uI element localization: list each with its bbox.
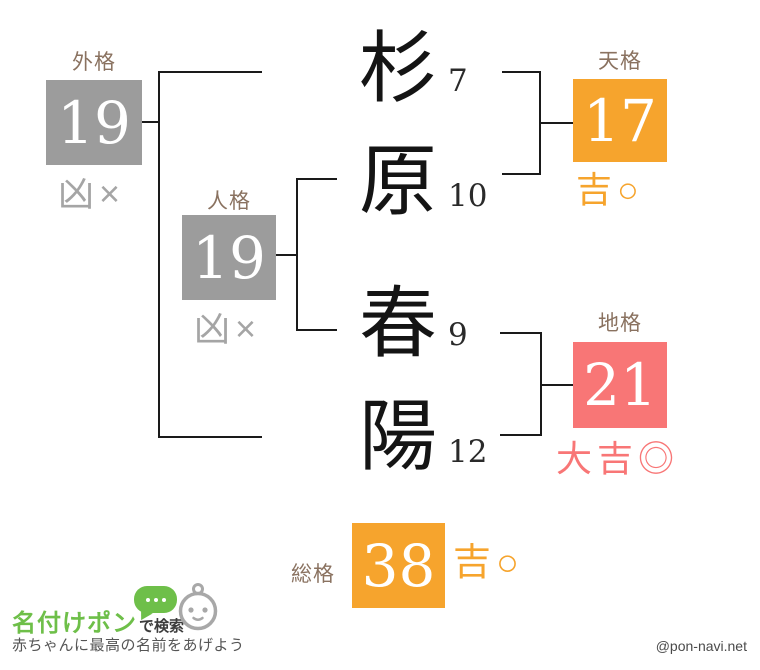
gaikaku-bracket-vertical-line <box>158 71 160 438</box>
chikaku-fortune: 大吉◎ <box>556 438 680 479</box>
jinkaku-box-connector-line <box>276 254 298 256</box>
tenkaku-score-box: 17 <box>573 79 667 162</box>
chikaku-score-box: 21 <box>573 342 667 428</box>
stroke-count-2: 10 <box>448 178 488 214</box>
gaikaku-bracket-bottom-line <box>158 436 262 438</box>
speech-bubble-icon <box>134 586 177 613</box>
chikaku-box-connector-line <box>540 384 573 386</box>
jinkaku-bracket-vertical-line <box>296 178 298 331</box>
gaikaku-box-connector-line <box>142 121 160 123</box>
bubble-dot <box>145 597 150 602</box>
chikaku-value: 21 <box>583 351 657 419</box>
soukaku-score-box: 38 <box>352 523 445 608</box>
name-char-4: 陽 <box>358 392 437 482</box>
chikaku-bracket-bottom-line <box>500 434 542 436</box>
gaikaku-bracket-top-line <box>158 71 262 73</box>
soukaku-value: 38 <box>361 531 436 600</box>
stroke-count-3: 9 <box>448 317 468 353</box>
gaikaku-label: 外格 <box>72 51 116 74</box>
baby-face-icon <box>176 581 220 638</box>
name-char-3: 春 <box>358 279 437 369</box>
tenkaku-label: 天格 <box>598 50 642 73</box>
stroke-count-4: 12 <box>448 434 488 470</box>
stroke-count-1: 7 <box>448 63 468 99</box>
bubble-dot <box>153 597 158 602</box>
jinkaku-value: 19 <box>192 223 266 292</box>
tenkaku-bracket-top-line <box>502 71 541 73</box>
gaikaku-value: 19 <box>57 88 131 157</box>
chikaku-bracket-top-line <box>500 332 542 334</box>
tenkaku-fortune: 吉○ <box>576 169 644 210</box>
soukaku-fortune: 吉○ <box>453 542 524 584</box>
name-char-1: 杉 <box>358 24 437 114</box>
name-char-2: 原 <box>358 137 437 227</box>
jinkaku-fortune: 凶× <box>194 308 262 349</box>
tenkaku-bracket-bottom-line <box>502 173 541 175</box>
site-credit: @pon-navi.net <box>655 638 747 654</box>
tenkaku-value: 17 <box>583 86 657 155</box>
bubble-dot <box>161 597 166 602</box>
brand-text: 名付けポン <box>12 610 137 637</box>
brand-search-suffix: で検索 <box>139 618 185 635</box>
jinkaku-bracket-bottom-line <box>296 329 337 331</box>
tagline: 赤ちゃんに最高の名前をあげよう <box>12 637 245 654</box>
soukaku-label: 総格 <box>291 563 335 586</box>
chikaku-label: 地格 <box>598 312 642 335</box>
jinkaku-label: 人格 <box>207 190 251 213</box>
tenkaku-box-connector-line <box>539 122 573 124</box>
gaikaku-score-box: 19 <box>46 80 142 165</box>
gaikaku-fortune: 凶× <box>58 173 126 214</box>
jinkaku-bracket-top-line <box>296 178 337 180</box>
jinkaku-score-box: 19 <box>182 215 276 300</box>
brand-logo: 名付けポン で検索 <box>12 603 184 638</box>
